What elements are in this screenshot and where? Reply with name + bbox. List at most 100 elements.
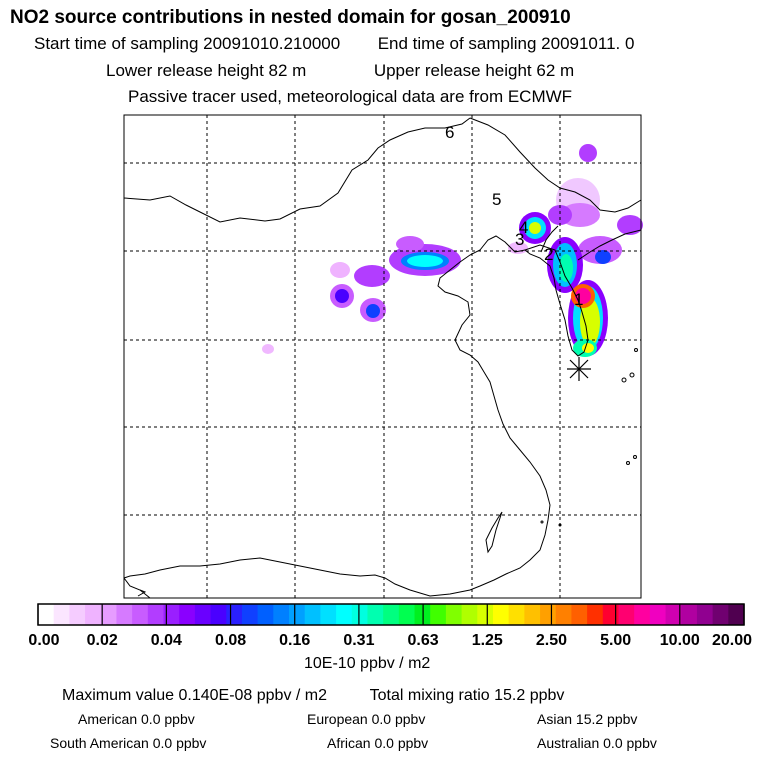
site-label: 3 bbox=[515, 230, 524, 249]
plume-blob bbox=[575, 288, 591, 304]
colorbar-cell bbox=[351, 604, 369, 625]
colorbar-tick-label: 0.08 bbox=[215, 632, 246, 649]
european-contribution: European 0.0 ppbv bbox=[307, 711, 426, 727]
colorbar-cell bbox=[289, 604, 306, 625]
colorbar-cell bbox=[696, 604, 714, 625]
colorbar-cell bbox=[241, 604, 259, 625]
colorbar-cell bbox=[257, 604, 274, 625]
colorbar-cell bbox=[681, 604, 698, 625]
colorbar-cell bbox=[273, 604, 290, 625]
islands bbox=[540, 348, 638, 527]
site-label: 5 bbox=[492, 190, 501, 209]
chart-title: NO2 source contributions in nested domai… bbox=[10, 7, 571, 28]
colorbar-cell bbox=[38, 604, 55, 625]
colorbar-cell bbox=[477, 604, 494, 625]
colorbar-tick-label: 0.04 bbox=[151, 632, 182, 649]
colorbar-cell bbox=[383, 604, 400, 625]
colorbar-cell bbox=[320, 604, 337, 625]
colorbar-ticks bbox=[37, 604, 745, 625]
colorbar-tick-labels: 0.00 0.02 0.04 0.08 0.16 0.31 0.63 1.25 2.50 5.00… bbox=[28, 632, 752, 649]
american-contribution: American 0.0 ppbv bbox=[78, 711, 195, 727]
colorbar-cell bbox=[461, 604, 478, 625]
max-value-line: Maximum value 0.140E-08 ppbv / m2 Total … bbox=[62, 688, 564, 704]
colorbar-cell bbox=[445, 604, 463, 625]
colorbar-cell bbox=[508, 604, 525, 625]
south-american-contribution: South American 0.0 ppbv bbox=[50, 735, 207, 751]
colorbar-cell bbox=[179, 604, 196, 625]
site-label: 4 bbox=[519, 218, 528, 237]
lower-release-height: Lower release height 82 m bbox=[106, 61, 307, 80]
colorbar-cell bbox=[100, 604, 118, 625]
plume-blob bbox=[407, 255, 443, 267]
colorbar-cell bbox=[304, 604, 321, 625]
max-value: Maximum value 0.140E-08 ppbv / m2 bbox=[62, 687, 328, 704]
colorbar-tick-label: 0.16 bbox=[279, 632, 310, 649]
plume-blob bbox=[595, 250, 611, 264]
colorbar-tick-label: 0.63 bbox=[408, 632, 439, 649]
colorbar-tick-label: 10.00 bbox=[660, 632, 700, 649]
plume-blob bbox=[396, 236, 424, 252]
asian-contribution: Asian 15.2 ppbv bbox=[537, 711, 638, 727]
plume-blob bbox=[262, 344, 274, 354]
plume-blob bbox=[529, 222, 541, 234]
colorbar-cell bbox=[53, 604, 70, 625]
australian-contribution: Australian 0.0 ppbv bbox=[537, 735, 657, 751]
plume-blob bbox=[335, 289, 349, 303]
colorbar-cells bbox=[38, 604, 745, 625]
colorbar-cell bbox=[398, 604, 416, 625]
colorbar-tick-label: 5.00 bbox=[600, 632, 631, 649]
colorbar-cell bbox=[540, 604, 557, 625]
site-labels: 1 2 3 4 5 6 bbox=[445, 123, 583, 309]
colorbar-cell bbox=[132, 604, 149, 625]
tracer-note: Passive tracer used, meteorological data… bbox=[128, 87, 573, 106]
plume-blob bbox=[548, 205, 572, 225]
plume-blob bbox=[617, 215, 643, 235]
receptor-star-icon bbox=[567, 357, 591, 381]
colorbar-cell bbox=[69, 604, 86, 625]
colorbar-cell bbox=[226, 604, 243, 625]
colorbar-cell bbox=[555, 604, 573, 625]
plume-blob bbox=[354, 265, 390, 287]
colorbar-cell bbox=[147, 604, 165, 625]
colorbar-tick-label: 20.00 bbox=[712, 632, 752, 649]
plume-blob bbox=[580, 298, 600, 346]
colorbar-cell bbox=[116, 604, 133, 625]
colorbar-tick-label: 0.02 bbox=[87, 632, 118, 649]
colorbar-cell bbox=[336, 604, 353, 625]
colorbar-cell bbox=[587, 604, 604, 625]
colorbar-units: 10E-10 ppbv / m2 bbox=[304, 655, 431, 672]
colorbar-cell bbox=[712, 604, 729, 625]
colorbar-tick-label: 2.50 bbox=[536, 632, 567, 649]
site-label: 2 bbox=[544, 245, 553, 264]
site-label: 6 bbox=[445, 123, 454, 142]
colorbar-cell bbox=[430, 604, 447, 625]
colorbar-cell bbox=[492, 604, 510, 625]
release-heights: Lower release height 82 m Upper release … bbox=[106, 62, 574, 79]
plume-blob bbox=[559, 254, 573, 282]
colorbar-cell bbox=[571, 604, 588, 625]
colorbar-cell bbox=[728, 604, 745, 625]
coastlines bbox=[123, 117, 642, 599]
colorbar-cell bbox=[210, 604, 227, 625]
colorbar-cell bbox=[602, 604, 620, 625]
colorbar-cell bbox=[85, 604, 102, 625]
plume-blob bbox=[330, 262, 350, 278]
upper-release-height: Upper release height 62 m bbox=[373, 61, 575, 80]
plume-blob bbox=[579, 144, 597, 162]
site-label: 1 bbox=[574, 290, 583, 309]
colorbar-cell bbox=[367, 604, 384, 625]
colorbar-cell bbox=[634, 604, 651, 625]
sampling-times: Start time of sampling 20091010.210000 E… bbox=[34, 35, 634, 52]
plume-blob bbox=[366, 304, 380, 318]
plume-blob bbox=[560, 203, 600, 227]
end-time: End time of sampling 20091011. 0 bbox=[377, 34, 635, 53]
colorbar-tick-label: 1.25 bbox=[472, 632, 503, 649]
colorbar-cell bbox=[163, 604, 180, 625]
colorbar-cell bbox=[665, 604, 682, 625]
colorbar-cell bbox=[524, 604, 541, 625]
total-mixing-ratio: Total mixing ratio 15.2 ppbv bbox=[369, 687, 565, 704]
colorbar-cell bbox=[618, 604, 635, 625]
colorbar-tick-label: 0.00 bbox=[28, 632, 59, 649]
african-contribution: African 0.0 ppbv bbox=[327, 735, 429, 751]
